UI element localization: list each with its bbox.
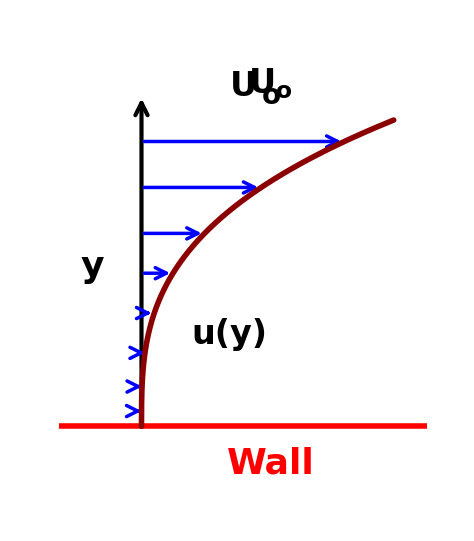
Text: y: y [81,250,104,284]
Text: $\mathbf{U_o}$: $\mathbf{U_o}$ [248,66,292,101]
Text: Wall: Wall [227,446,314,480]
Text: u(y): u(y) [191,318,267,351]
Text: U: U [229,70,256,103]
Text: o: o [262,82,281,109]
